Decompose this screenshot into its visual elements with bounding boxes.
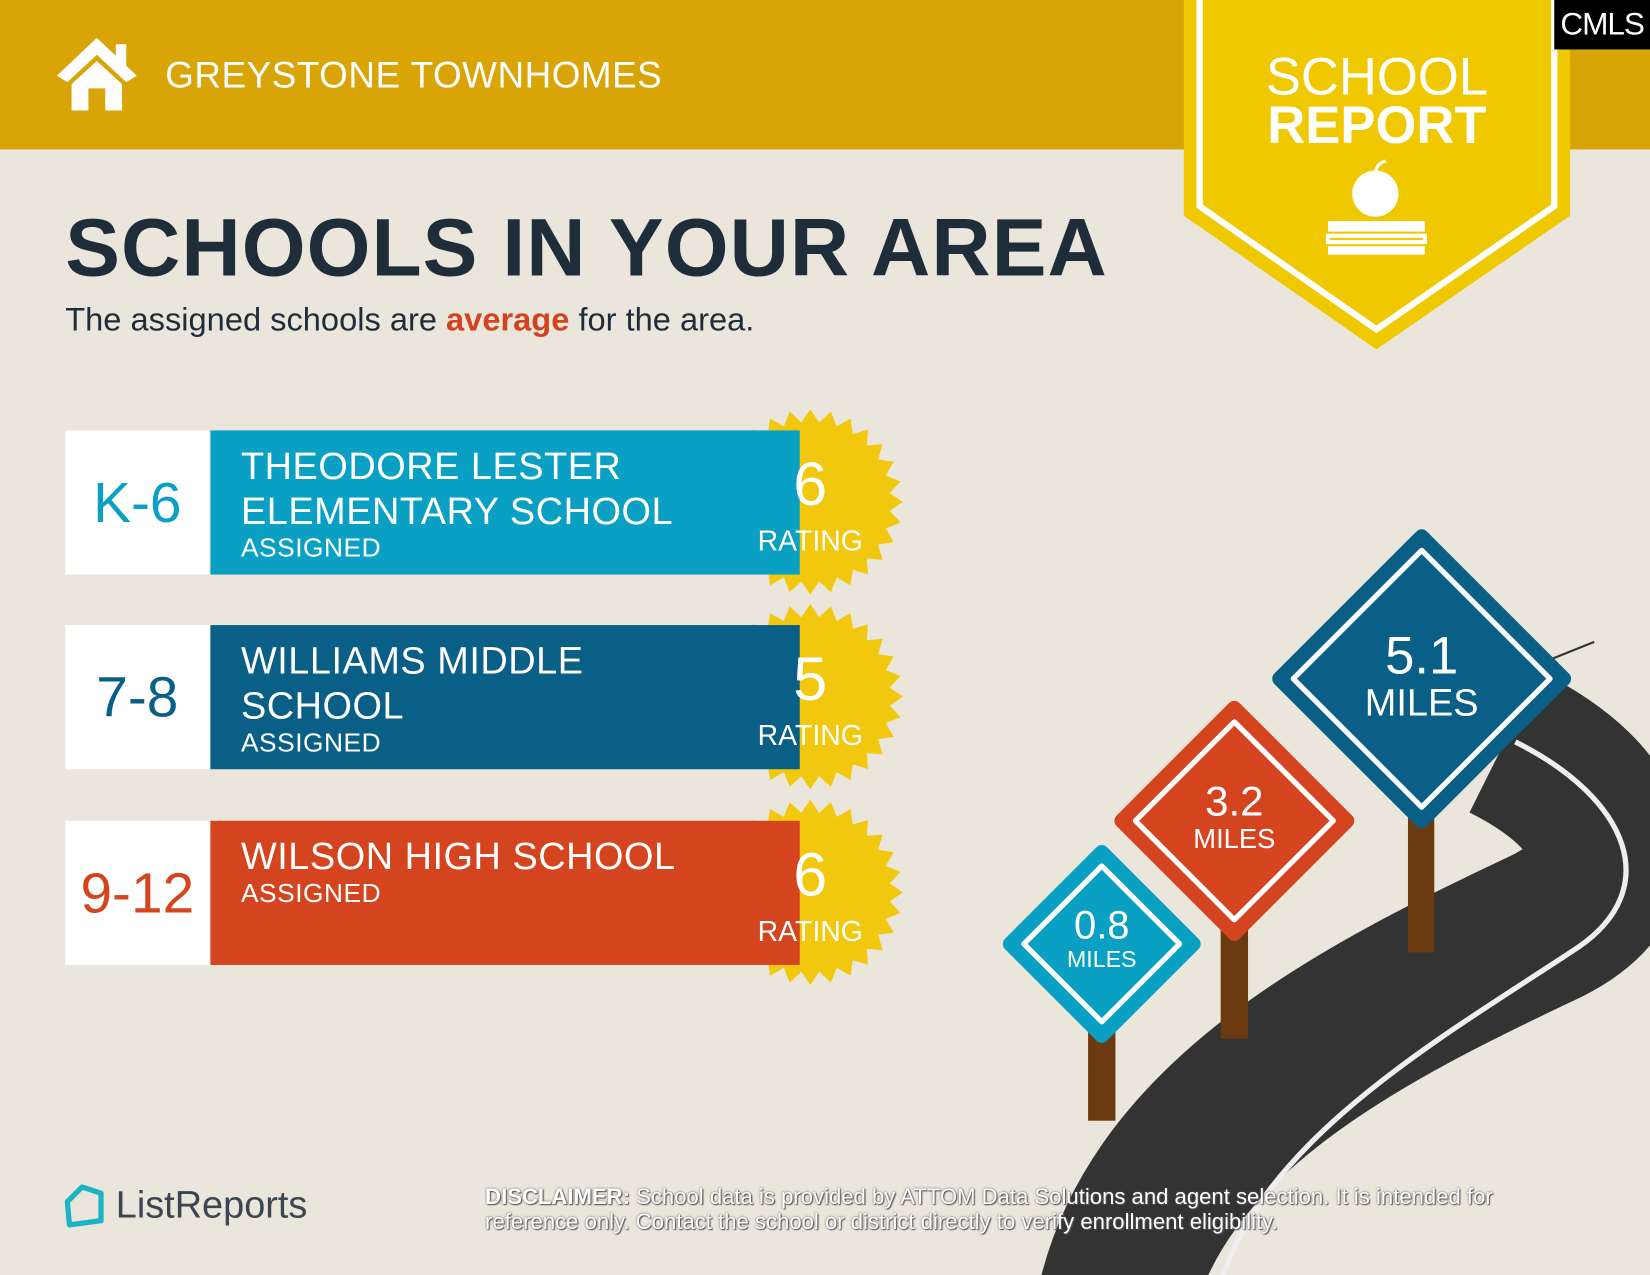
rating-summary: average	[446, 300, 570, 338]
property-title: GREYSTONE TOWNHOMES	[165, 54, 663, 96]
school-bar: WILSON HIGH SCHOOL ASSIGNED	[210, 820, 800, 965]
grade-range: K-6	[65, 430, 210, 575]
page-title: SCHOOLS IN YOUR AREA	[65, 200, 1108, 294]
subtitle: The assigned schools are average for the…	[65, 300, 755, 338]
badge-line2: REPORT	[1267, 95, 1487, 155]
rating-value: 6	[793, 840, 828, 910]
school-name: WILSON HIGH SCHOOL	[240, 834, 676, 878]
road	[1041, 671, 1650, 1275]
distance-sign	[1272, 529, 1572, 829]
school-bar: WILLIAMS MIDDLE SCHOOL ASSIGNED	[210, 625, 800, 770]
road-centerline	[1220, 739, 1629, 1275]
distance-sign	[1002, 844, 1201, 1043]
school-bar: THEODORE LESTER ELEMENTARY SCHOOL ASSIGNED	[210, 430, 800, 575]
sign-wire	[1551, 640, 1595, 660]
distance-label: 3.2 MILES	[1193, 778, 1276, 855]
rating-value: 6	[793, 450, 828, 519]
school-name: WILLIAMS MIDDLE SCHOOL	[240, 638, 584, 728]
rating-label: RATING	[757, 719, 863, 752]
assignment-status: ASSIGNED	[240, 878, 382, 909]
listreports-logo-icon	[64, 1184, 104, 1228]
assignment-status: ASSIGNED	[240, 728, 382, 758]
cmls-logo: CMLS	[1554, 0, 1650, 50]
house-icon	[56, 37, 137, 111]
rating-label: RATING	[757, 915, 863, 948]
rating-badge: 6 RATING	[721, 450, 900, 558]
listreports-brand: ListReports	[115, 1182, 308, 1226]
apple-on-book-icon	[1325, 159, 1427, 255]
badge-line1: SCHOOL	[1265, 47, 1489, 107]
school-name: THEODORE LESTER ELEMENTARY SCHOOL	[240, 444, 674, 533]
distance-label: 5.1 MILES	[1364, 625, 1479, 724]
grade-range: 9-12	[65, 820, 210, 965]
rating-badge: 5 RATING	[721, 648, 900, 752]
rating-label: RATING	[757, 525, 863, 557]
rating-value: 5	[793, 645, 828, 714]
distance-label: 0.8 MILES	[1067, 903, 1137, 973]
grade-range: 7-8	[65, 625, 210, 770]
assignment-status: ASSIGNED	[240, 533, 382, 563]
disclaimer: DISCLAIMER: School data is provided by A…	[485, 1184, 1493, 1235]
distance-sign	[1114, 700, 1355, 941]
rating-badge: 6 RATING	[721, 840, 900, 948]
